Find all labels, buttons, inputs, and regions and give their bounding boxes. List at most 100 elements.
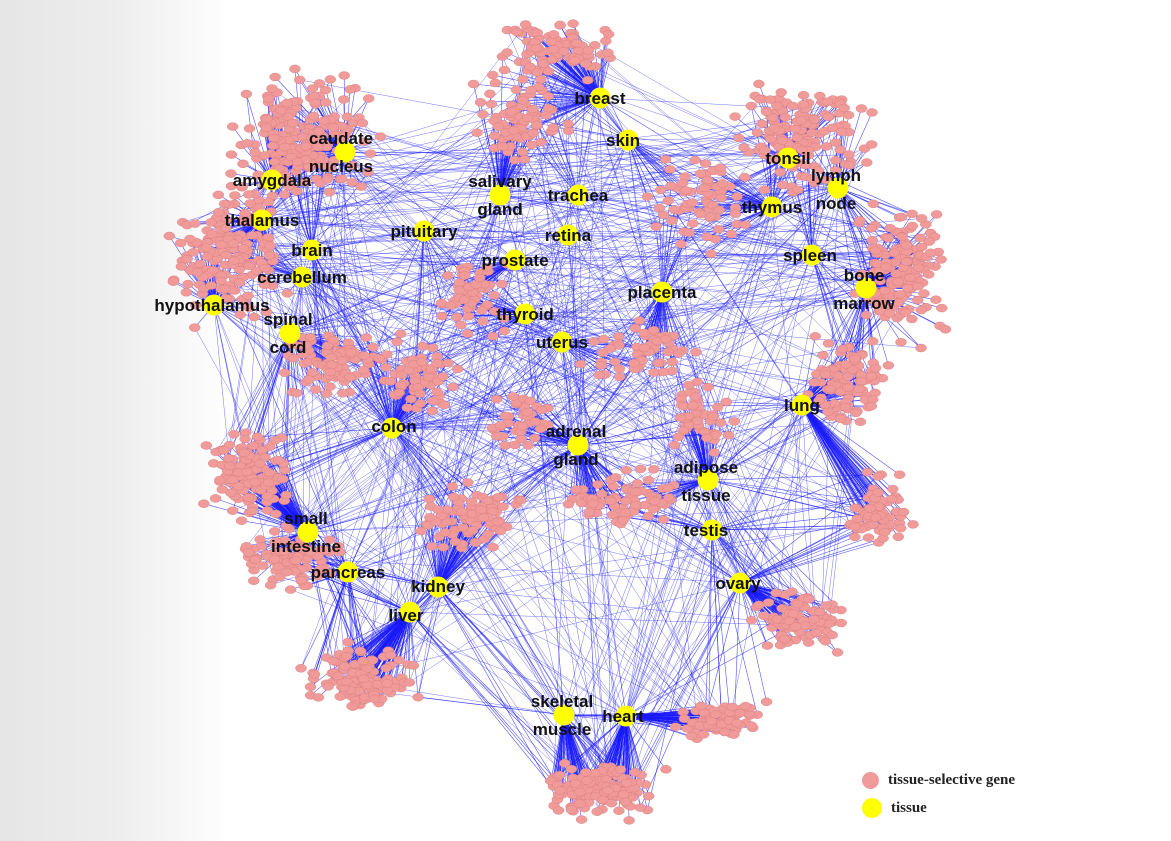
gene-node xyxy=(765,134,777,144)
gene-node xyxy=(865,223,878,233)
gene-tissue-edge xyxy=(532,116,627,717)
gene-node xyxy=(892,277,904,286)
gene-node xyxy=(224,461,236,471)
gene-tissue-edge xyxy=(415,366,741,584)
gene-node xyxy=(322,174,334,184)
gene-tissue-edge xyxy=(336,151,346,356)
gene-node xyxy=(345,348,357,357)
gene-node xyxy=(268,133,280,143)
gene-node xyxy=(822,407,834,417)
gene-tissue-edge xyxy=(577,263,878,446)
gene-node xyxy=(729,112,741,121)
gene-tissue-edge xyxy=(557,157,789,786)
gene-tissue-edge xyxy=(254,193,627,717)
gene-tissue-edge xyxy=(301,276,872,521)
gene-node xyxy=(248,312,260,322)
gene-tissue-edge xyxy=(263,234,569,266)
gene-tissue-edge xyxy=(499,106,807,196)
gene-node xyxy=(542,91,554,101)
gene-node xyxy=(237,244,250,253)
gene-tissue-edge xyxy=(295,557,741,584)
gene-tissue-edge xyxy=(280,140,663,293)
gene-tissue-edge xyxy=(567,234,906,243)
gene-tissue-edge xyxy=(619,376,709,481)
gene-tissue-edge xyxy=(707,416,714,481)
gene-tissue-edge xyxy=(522,78,601,99)
gene-node xyxy=(542,103,555,113)
gene-node xyxy=(310,385,322,394)
gene-tissue-edge xyxy=(514,259,604,786)
gene-tissue-edge xyxy=(275,287,867,461)
gene-tissue-edge xyxy=(307,374,862,533)
gene-tissue-edge xyxy=(577,194,817,375)
gene-tissue-edge xyxy=(301,218,922,278)
gene-node xyxy=(826,123,838,133)
gene-node xyxy=(896,232,909,242)
gene-tissue-edge xyxy=(811,131,825,256)
gene-tissue-edge xyxy=(391,427,600,505)
gene-node xyxy=(849,503,862,513)
gene-node xyxy=(346,178,358,187)
gene-node xyxy=(324,75,336,84)
gene-tissue-edge xyxy=(376,691,565,716)
gene-node xyxy=(519,20,532,29)
gene-tissue-edge xyxy=(599,97,866,400)
gene-node xyxy=(342,637,354,647)
gene-node xyxy=(277,474,289,484)
gene-node xyxy=(257,561,269,570)
gene-node xyxy=(497,142,509,151)
gene-tissue-edge xyxy=(316,287,867,362)
gene-tissue-edge xyxy=(471,303,627,717)
gene-node xyxy=(322,682,334,691)
gene-node xyxy=(291,157,304,167)
gene-tissue-edge xyxy=(255,187,839,458)
gene-node xyxy=(358,351,370,360)
gene-node xyxy=(894,290,906,299)
gene-tissue-edge xyxy=(261,121,798,221)
gene-tissue-edge xyxy=(391,427,430,500)
gene-tissue-edge xyxy=(280,276,303,552)
gene-node xyxy=(366,656,379,665)
gene-node xyxy=(797,100,809,109)
gene-node xyxy=(939,325,952,334)
gene-tissue-edge xyxy=(213,304,319,557)
gene-node xyxy=(198,499,210,508)
gene-node xyxy=(474,98,487,107)
gene-tissue-edge xyxy=(394,611,411,688)
gene-node xyxy=(907,520,919,529)
gene-tissue-edge xyxy=(289,159,696,334)
gene-tissue-edge xyxy=(261,219,872,521)
gene-node xyxy=(791,133,803,143)
gene-tissue-edge xyxy=(409,383,425,613)
gene-tissue-edge xyxy=(301,59,553,278)
gene-node xyxy=(843,150,855,159)
gene-node xyxy=(318,116,330,125)
gene-tissue-edge xyxy=(499,130,780,196)
gene-node xyxy=(368,694,381,703)
gene-node xyxy=(391,337,403,346)
gene-tissue-edge xyxy=(377,685,565,716)
gene-node xyxy=(341,112,353,122)
gene-node xyxy=(240,89,253,99)
gene-tissue-edge xyxy=(627,139,697,712)
gene-node xyxy=(901,283,914,293)
gene-node xyxy=(930,295,942,304)
gene-node xyxy=(262,197,275,207)
gene-node xyxy=(893,470,906,479)
gene-node xyxy=(295,664,307,673)
gene-tissue-edge xyxy=(248,206,773,553)
gene-tissue-edge xyxy=(771,206,875,292)
gene-node xyxy=(309,98,321,108)
gene-node xyxy=(381,679,393,688)
gene-node xyxy=(861,468,874,477)
gene-node xyxy=(222,454,235,463)
gene-node xyxy=(218,199,231,209)
gene-node xyxy=(279,142,291,152)
gene-tissue-edge xyxy=(625,406,699,717)
gene-node xyxy=(336,174,348,183)
gene-tissue-edge xyxy=(801,404,900,475)
gene-node xyxy=(336,356,348,365)
gene-node xyxy=(854,216,866,225)
gene-tissue-edge xyxy=(599,97,919,250)
gene-node xyxy=(869,363,882,373)
